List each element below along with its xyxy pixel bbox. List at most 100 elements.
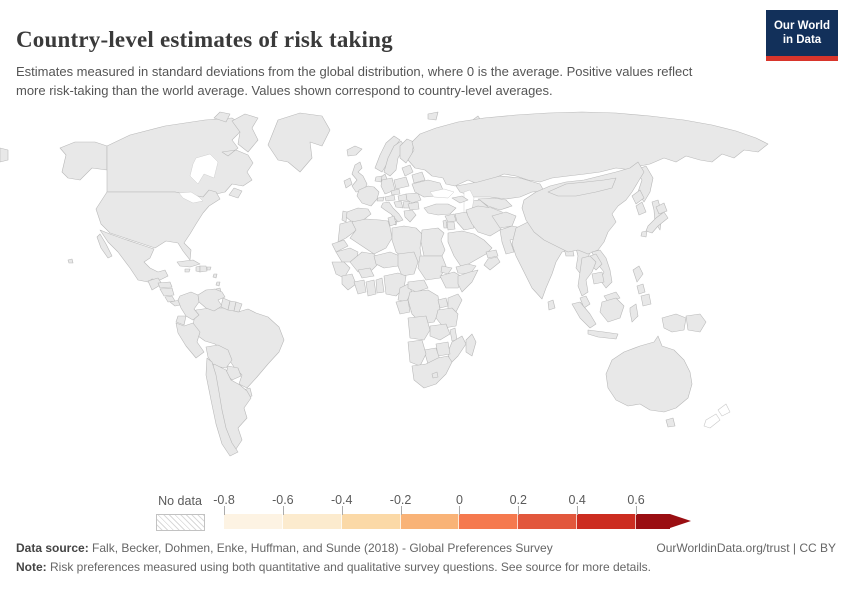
map-country[interactable]: [267, 112, 331, 173]
map-country[interactable]: [442, 219, 448, 229]
map-country[interactable]: [485, 249, 499, 259]
map-country[interactable]: [455, 175, 545, 200]
map-country[interactable]: [429, 323, 451, 341]
map-country[interactable]: [661, 313, 687, 333]
map-country[interactable]: [331, 239, 349, 253]
map-country[interactable]: [393, 176, 410, 190]
map-country[interactable]: [407, 111, 769, 187]
map-country[interactable]: [423, 203, 457, 216]
map-country[interactable]: [233, 301, 243, 313]
map-country[interactable]: [483, 256, 501, 271]
owid-logo[interactable]: Our World in Data: [766, 10, 838, 61]
legend-segment[interactable]: [341, 514, 401, 529]
map-country[interactable]: [228, 187, 243, 199]
map-country[interactable]: [447, 293, 463, 313]
map-country[interactable]: [587, 329, 619, 340]
map-country[interactable]: [631, 189, 645, 205]
map-country[interactable]: [176, 259, 201, 268]
map-country[interactable]: [579, 295, 591, 309]
map-country[interactable]: [357, 267, 375, 279]
map-country[interactable]: [411, 171, 426, 184]
map-country[interactable]: [375, 277, 385, 294]
map-country[interactable]: [640, 230, 648, 238]
legend-segment[interactable]: [224, 514, 283, 529]
map-country[interactable]: [411, 355, 453, 389]
map-country[interactable]: [417, 255, 447, 281]
map-country[interactable]: [345, 207, 372, 223]
map-country[interactable]: [346, 145, 363, 157]
map-country[interactable]: [215, 281, 221, 287]
map-country[interactable]: [444, 213, 457, 223]
map-country[interactable]: [199, 265, 208, 273]
map-country[interactable]: [420, 227, 446, 257]
map-country[interactable]: [407, 315, 431, 341]
map-country[interactable]: [59, 141, 108, 181]
legend-segment[interactable]: [518, 514, 578, 529]
map-country[interactable]: [447, 230, 493, 269]
map-country[interactable]: [407, 339, 427, 367]
map-country[interactable]: [177, 291, 200, 321]
map-country[interactable]: [341, 273, 357, 291]
map-country[interactable]: [99, 229, 169, 283]
map-country[interactable]: [437, 297, 449, 309]
map-country[interactable]: [67, 258, 74, 264]
map-country[interactable]: [343, 177, 353, 189]
map-country[interactable]: [175, 315, 187, 326]
map-country[interactable]: [640, 293, 652, 307]
owid-license-link[interactable]: OurWorldinData.org/trust | CC BY: [656, 541, 836, 555]
map-country[interactable]: [636, 283, 646, 295]
map-country[interactable]: [446, 221, 456, 231]
map-country[interactable]: [380, 177, 396, 195]
map-country[interactable]: [376, 196, 385, 202]
map-country[interactable]: [184, 268, 191, 273]
map-country[interactable]: [395, 299, 411, 315]
map-country[interactable]: [205, 357, 239, 457]
map-country[interactable]: [685, 313, 707, 333]
legend-segment[interactable]: [282, 514, 342, 529]
map-country[interactable]: [349, 218, 393, 255]
map-country[interactable]: [629, 303, 639, 323]
map-country[interactable]: [331, 261, 351, 279]
legend-segment[interactable]: [400, 514, 460, 529]
map-country[interactable]: [157, 281, 173, 289]
legend-segment[interactable]: [636, 514, 671, 529]
map-country[interactable]: [397, 193, 408, 202]
map-country[interactable]: [449, 327, 458, 342]
map-country[interactable]: [212, 273, 218, 279]
map-country[interactable]: [175, 322, 205, 359]
map-country[interactable]: [374, 135, 401, 173]
map-country[interactable]: [373, 251, 401, 269]
legend-segment[interactable]: [459, 514, 519, 529]
map-country[interactable]: [197, 288, 226, 312]
map-country[interactable]: [407, 201, 420, 211]
map-country[interactable]: [427, 111, 439, 121]
map-country[interactable]: [603, 291, 621, 303]
map-country[interactable]: [401, 164, 414, 177]
map-country[interactable]: [665, 417, 676, 428]
map-country[interactable]: [577, 255, 597, 297]
map-country[interactable]: [387, 215, 397, 227]
map-country[interactable]: [397, 251, 419, 277]
map-country[interactable]: [431, 371, 439, 379]
map-country[interactable]: [632, 265, 644, 283]
map-country[interactable]: [231, 113, 259, 153]
map-country[interactable]: [95, 189, 221, 261]
map-country[interactable]: [465, 333, 477, 357]
map-country[interactable]: [380, 201, 404, 223]
map-country[interactable]: [605, 335, 693, 413]
map-country[interactable]: [195, 265, 201, 273]
map-country[interactable]: [635, 201, 647, 216]
map-country[interactable]: [717, 403, 731, 417]
map-country[interactable]: [206, 266, 212, 271]
map-country[interactable]: [356, 185, 380, 207]
map-country[interactable]: [407, 279, 429, 293]
legend-segment[interactable]: [577, 514, 637, 529]
map-country[interactable]: [477, 197, 513, 211]
map-country[interactable]: [192, 307, 285, 389]
map-country[interactable]: [390, 188, 401, 196]
map-country[interactable]: [703, 413, 721, 429]
world-map[interactable]: [0, 108, 850, 488]
map-country[interactable]: [0, 147, 9, 163]
map-country[interactable]: [341, 210, 348, 223]
map-country[interactable]: [393, 200, 404, 209]
